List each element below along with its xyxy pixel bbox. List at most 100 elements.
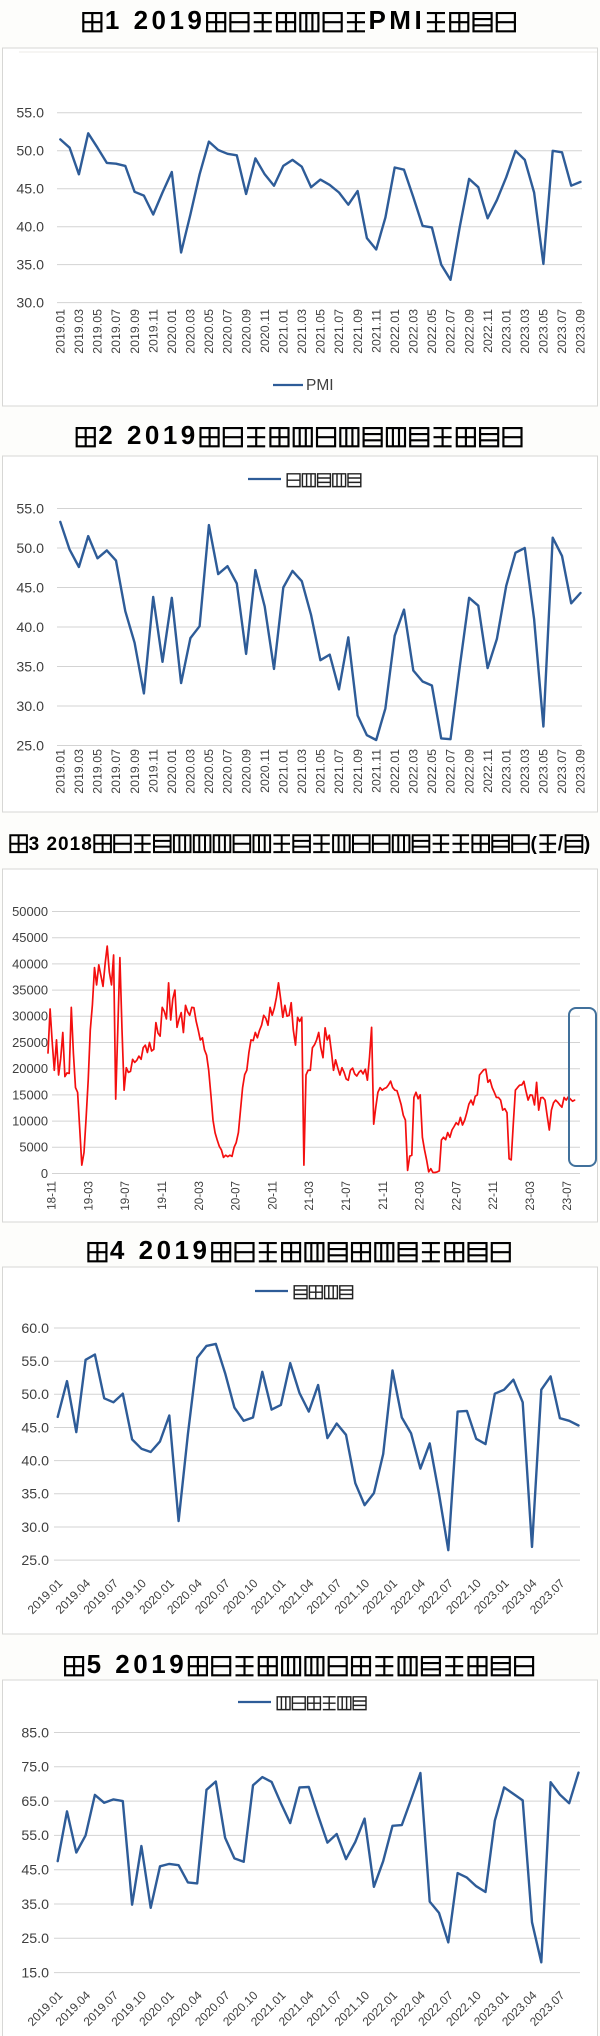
svg-text:2022.01: 2022.01 [388,749,402,794]
svg-text:22-03: 22-03 [414,1181,427,1211]
svg-text:30.0: 30.0 [16,295,44,311]
svg-text:2: 2 [115,1649,129,1679]
svg-text:2020.05: 2020.05 [202,309,216,354]
svg-text:22-07: 22-07 [450,1181,463,1211]
svg-text:85.0: 85.0 [21,1725,49,1741]
svg-text:(: ( [531,834,538,855]
svg-text:45000: 45000 [12,930,48,945]
svg-text:2021.09: 2021.09 [351,749,365,794]
svg-text:2022.05: 2022.05 [425,749,439,794]
svg-text:15000: 15000 [12,1087,48,1102]
svg-text:25.0: 25.0 [21,1931,49,1947]
svg-text:2019.07: 2019.07 [109,309,123,354]
svg-text:3: 3 [29,834,40,855]
svg-text:2022.07: 2022.07 [444,749,458,794]
svg-text:2020.07: 2020.07 [221,749,235,794]
svg-text:2022.01: 2022.01 [388,309,402,354]
svg-text:20-07: 20-07 [230,1181,243,1211]
svg-text:21-07: 21-07 [340,1181,353,1211]
svg-text:40000: 40000 [12,956,48,971]
svg-text:19-07: 19-07 [119,1181,132,1211]
svg-text:40.0: 40.0 [16,620,44,636]
svg-text:M: M [389,5,411,35]
svg-text:2023.07: 2023.07 [555,749,569,794]
svg-text:40.0: 40.0 [16,220,44,236]
svg-text:23-03: 23-03 [524,1181,537,1211]
svg-text:45.0: 45.0 [16,580,44,596]
svg-text:5: 5 [87,1649,101,1679]
svg-text:2021.11: 2021.11 [369,309,383,353]
svg-text:0: 0 [157,1235,171,1265]
svg-text:): ) [584,834,590,855]
svg-text:2022.03: 2022.03 [407,749,421,794]
svg-text:P: P [369,5,386,35]
svg-text:0: 0 [58,834,69,855]
svg-text:0: 0 [41,1166,48,1181]
svg-text:30.0: 30.0 [21,1520,49,1536]
svg-text:2020.01: 2020.01 [165,749,179,794]
svg-text:35.0: 35.0 [21,1897,49,1913]
svg-text:2021.07: 2021.07 [332,309,346,354]
svg-text:50.0: 50.0 [21,1387,49,1403]
svg-text:2019.01: 2019.01 [54,309,68,354]
svg-text:2021.01: 2021.01 [277,309,291,354]
svg-text:20-03: 20-03 [193,1181,206,1211]
svg-text:35.0: 35.0 [16,659,44,675]
svg-text:9: 9 [169,1649,183,1679]
svg-text:23-07: 23-07 [561,1181,574,1211]
svg-text:35.0: 35.0 [21,1487,49,1503]
svg-text:1: 1 [105,5,119,35]
svg-text:2023.03: 2023.03 [518,749,532,794]
svg-text:45.0: 45.0 [16,182,44,198]
svg-text:1: 1 [170,5,184,35]
svg-text:0: 0 [145,420,159,450]
svg-text:2021.03: 2021.03 [295,749,309,794]
svg-text:19-11: 19-11 [156,1181,169,1210]
svg-text:2022.07: 2022.07 [444,309,458,354]
svg-text:25000: 25000 [12,1035,48,1050]
svg-text:1: 1 [175,1235,189,1265]
svg-text:25.0: 25.0 [21,1553,49,1569]
svg-text:2021.03: 2021.03 [295,309,309,354]
svg-text:2: 2 [47,834,58,855]
svg-text:2019.11: 2019.11 [146,309,160,353]
svg-text:2023.05: 2023.05 [537,309,551,354]
svg-text:2021.05: 2021.05 [314,309,328,354]
svg-text:9: 9 [181,420,195,450]
svg-text:2019.01: 2019.01 [54,749,68,794]
svg-text:2023.01: 2023.01 [499,309,513,354]
svg-text:2022.09: 2022.09 [462,309,476,354]
svg-text:PMI: PMI [306,377,334,394]
svg-text:9: 9 [193,1235,207,1265]
svg-text:2019.03: 2019.03 [72,309,86,354]
svg-text:18-11: 18-11 [46,1181,59,1210]
svg-text:25.0: 25.0 [16,738,44,754]
svg-text:2020.11: 2020.11 [258,309,272,353]
svg-text:40.0: 40.0 [21,1454,49,1470]
svg-text:2021.01: 2021.01 [277,749,291,794]
svg-text:2020.05: 2020.05 [202,749,216,794]
svg-text:2023.03: 2023.03 [518,309,532,354]
svg-text:2022.11: 2022.11 [481,749,495,793]
svg-text:55.0: 55.0 [16,501,44,517]
svg-text:8: 8 [81,834,92,855]
svg-text:2020.03: 2020.03 [184,749,198,794]
svg-text:50000: 50000 [12,904,48,919]
svg-text:50.0: 50.0 [16,541,44,557]
svg-text:2019.03: 2019.03 [72,749,86,794]
svg-text:75.0: 75.0 [21,1760,49,1776]
svg-text:2019.09: 2019.09 [128,749,142,794]
svg-text:2: 2 [127,420,141,450]
svg-text:0: 0 [133,1649,147,1679]
svg-text:55.0: 55.0 [21,1828,49,1844]
svg-text:2021.11: 2021.11 [369,749,383,793]
svg-text:21-11: 21-11 [377,1181,390,1210]
svg-text:2020.11: 2020.11 [258,749,272,793]
svg-text:I: I [415,5,422,35]
svg-text:55.0: 55.0 [21,1354,49,1370]
svg-text:2020.09: 2020.09 [239,309,253,354]
svg-text:60.0: 60.0 [21,1321,49,1337]
svg-text:2023.01: 2023.01 [499,749,513,794]
svg-text:20-11: 20-11 [266,1181,279,1210]
svg-text:35000: 35000 [12,983,48,998]
